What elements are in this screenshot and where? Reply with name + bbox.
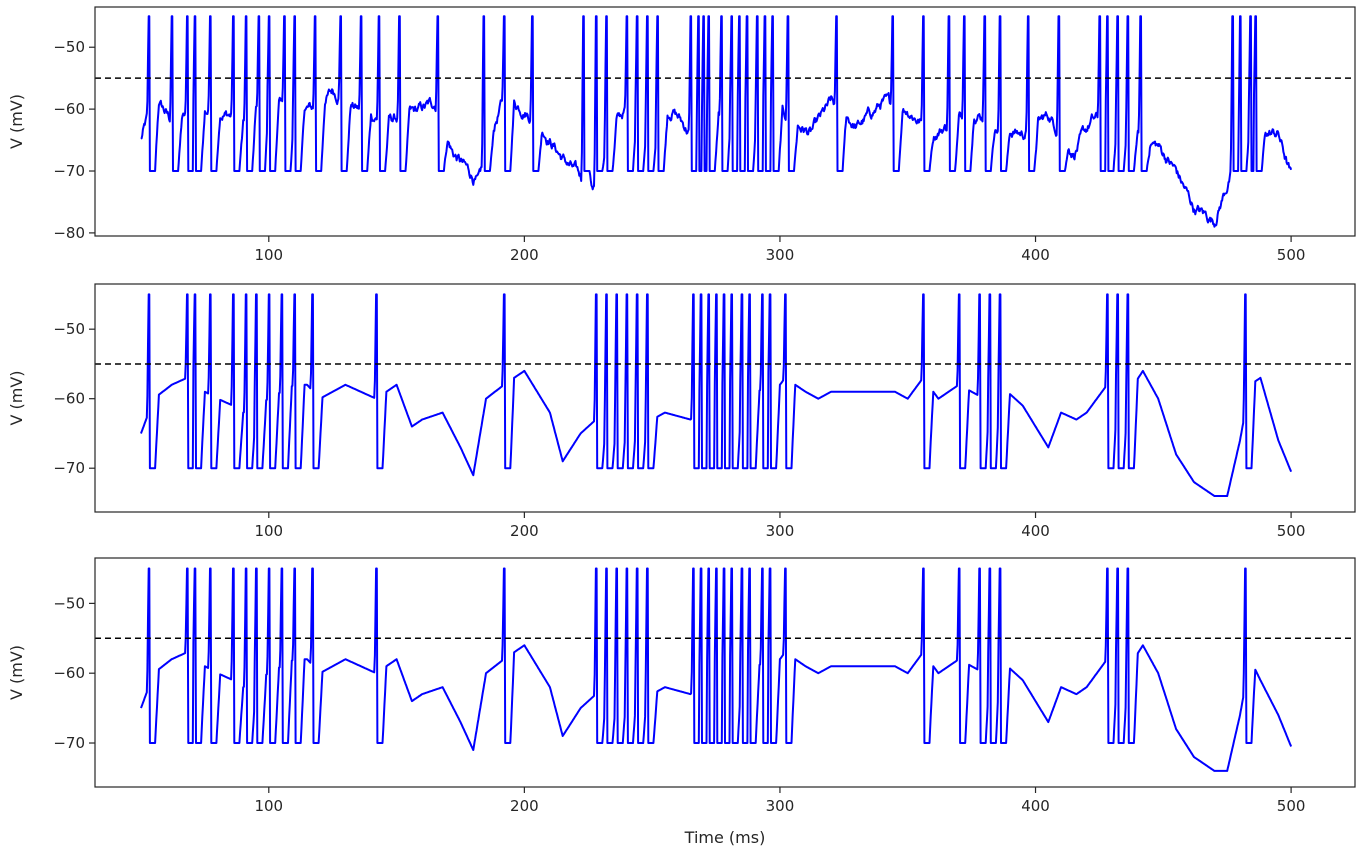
y-tick-label: −70	[53, 162, 85, 180]
x-tick-label: 500	[1277, 522, 1306, 540]
y-tick-label: −50	[53, 38, 85, 56]
axes-frame	[94, 6, 1356, 237]
x-tick-label: 100	[254, 522, 283, 540]
panel-3: 100 200 300 400 500 −70 −60 −50 V (mV) Time (ms)	[7, 557, 1356, 847]
x-tick-label: 100	[254, 246, 283, 264]
x-tick-label: 200	[510, 797, 539, 815]
x-tick-label: 200	[510, 246, 539, 264]
y-tick-label: −60	[53, 100, 85, 118]
x-tick-label: 500	[1277, 797, 1306, 815]
y-tick-label: −50	[53, 320, 85, 338]
x-tick-label: 500	[1277, 246, 1306, 264]
x-axis-label: Time (ms)	[684, 828, 766, 847]
y-tick-label: −60	[53, 390, 85, 408]
y-tick-label: −60	[53, 664, 85, 682]
axes-frame	[94, 557, 1356, 788]
x-tick-label: 400	[1021, 522, 1050, 540]
x-tick-label: 400	[1021, 797, 1050, 815]
membrane-potential-trace	[140, 15, 1293, 228]
y-tick-label: −50	[53, 594, 85, 612]
x-tick-label: 300	[766, 246, 795, 264]
axes-frame	[94, 283, 1356, 513]
x-tick-label: 400	[1021, 246, 1050, 264]
x-tick-label: 300	[766, 797, 795, 815]
y-axis-label: V (mV)	[7, 94, 26, 149]
panel-2: 100 200 300 400 500 −70 −60 −50 V (mV)	[7, 283, 1356, 540]
y-axis-label: V (mV)	[7, 370, 26, 425]
x-tick-label: 200	[510, 522, 539, 540]
membrane-potential-trace	[140, 567, 1293, 772]
panel-1: 100 200 300 400 500 −80 −70 −60 −50 V (mV)	[7, 6, 1356, 264]
x-tick-label: 300	[766, 522, 795, 540]
y-tick-label: −70	[53, 734, 85, 752]
membrane-potential-trace	[140, 293, 1293, 497]
y-axis-label: V (mV)	[7, 645, 26, 700]
y-tick-label: −70	[53, 459, 85, 477]
x-tick-label: 100	[254, 797, 283, 815]
y-tick-label: −80	[53, 224, 85, 242]
